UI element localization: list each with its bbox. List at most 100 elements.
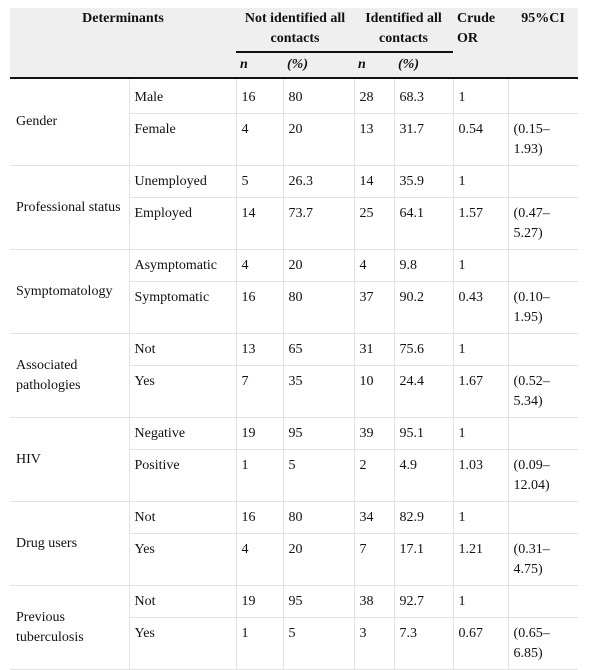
identified-n-cell: 7: [354, 533, 395, 586]
ci-cell: [508, 333, 579, 366]
not-identified-pct-cell: 5: [283, 617, 355, 670]
not-identified-pct-cell: 80: [283, 501, 355, 534]
crude-or-cell: 0.54: [453, 113, 509, 166]
identified-n-cell: 25: [354, 197, 395, 250]
determinant-label: Previous tuberculosis: [10, 585, 130, 670]
identified-pct-cell: 68.3: [394, 78, 454, 114]
not-identified-n-cell: 16: [236, 281, 284, 334]
not-identified-n-cell: 5: [236, 165, 284, 198]
header-ci: 95%CI: [508, 8, 579, 79]
identified-pct-cell: 35.9: [394, 165, 454, 198]
not-identified-pct-cell: 65: [283, 333, 355, 366]
identified-n-cell: 10: [354, 365, 395, 418]
ci-cell: [508, 249, 579, 282]
identified-pct-cell: 64.1: [394, 197, 454, 250]
table-row: Female 4 20 13 31.7 0.54 (0.15–1.93): [10, 113, 579, 166]
identified-n-cell: 13: [354, 113, 395, 166]
identified-pct-cell: 9.8: [394, 249, 454, 282]
table-row: Drug users Not 16 80 34 82.9 1: [10, 501, 579, 586]
identified-pct-cell: 75.6: [394, 333, 454, 366]
header-n-not-identified: n: [236, 52, 283, 79]
level-cell: Not: [129, 501, 237, 534]
level-cell: Not: [129, 333, 237, 366]
crude-or-cell: 1.03: [453, 449, 509, 502]
not-identified-n-cell: 14: [236, 197, 284, 250]
table-row: Symptomatology Asymptomatic 4 20 4 9.8 1: [10, 249, 579, 334]
table-row: Symptomatic 16 80 37 90.2 0.43 (0.10–1.95): [10, 281, 579, 334]
identified-pct-cell: 95.1: [394, 417, 454, 450]
results-table: Determinants Not identified all contacts…: [10, 8, 579, 670]
not-identified-pct-cell: 95: [283, 417, 355, 450]
identified-pct-cell: 24.4: [394, 365, 454, 418]
identified-pct-cell: 90.2: [394, 281, 454, 334]
not-identified-pct-cell: 20: [283, 113, 355, 166]
table-row: HIV Negative 19 95 39 95.1 1: [10, 417, 579, 502]
level-cell: Symptomatic: [129, 281, 237, 334]
ci-cell: [508, 417, 579, 450]
level-cell: Unemployed: [129, 165, 237, 198]
identified-pct-cell: 17.1: [394, 533, 454, 586]
level-cell: Male: [129, 78, 237, 114]
not-identified-n-cell: 16: [236, 501, 284, 534]
not-identified-pct-cell: 80: [283, 281, 355, 334]
level-cell: Yes: [129, 365, 237, 418]
not-identified-pct-cell: 20: [283, 249, 355, 282]
not-identified-pct-cell: 20: [283, 533, 355, 586]
crude-or-cell: 1: [453, 501, 509, 534]
identified-n-cell: 3: [354, 617, 395, 670]
determinant-label: Gender: [10, 78, 130, 166]
table-row: Gender Male 16 80 28 68.3 1: [10, 78, 579, 166]
not-identified-n-cell: 4: [236, 113, 284, 166]
crude-or-cell: 0.67: [453, 617, 509, 670]
table-row: Yes 4 20 7 17.1 1.21 (0.31–4.75): [10, 533, 579, 586]
identified-pct-cell: 31.7: [394, 113, 454, 166]
identified-pct-cell: 4.9: [394, 449, 454, 502]
header-pct-identified: (%): [394, 52, 454, 79]
not-identified-pct-cell: 95: [283, 585, 355, 618]
not-identified-n-cell: 1: [236, 617, 284, 670]
determinant-label: Associated pathologies: [10, 333, 130, 418]
determinant-label: HIV: [10, 417, 130, 502]
identified-pct-cell: 82.9: [394, 501, 454, 534]
table-header: Determinants Not identified all contacts…: [10, 8, 579, 79]
crude-or-cell: 1.67: [453, 365, 509, 418]
level-cell: Yes: [129, 533, 237, 586]
identified-n-cell: 4: [354, 249, 395, 282]
header-n-identified: n: [354, 52, 395, 79]
ci-cell: (0.47–5.27): [508, 197, 579, 250]
ci-cell: (0.15–1.93): [508, 113, 579, 166]
identified-n-cell: 38: [354, 585, 395, 618]
crude-or-cell: 1: [453, 78, 509, 114]
level-cell: Yes: [129, 617, 237, 670]
ci-cell: [508, 78, 579, 114]
crude-or-cell: 1: [453, 249, 509, 282]
header-identified: Identified all contacts: [354, 8, 454, 53]
ci-cell: [508, 585, 579, 618]
table-row: Positive 1 5 2 4.9 1.03 (0.09–12.04): [10, 449, 579, 502]
ci-cell: (0.65–6.85): [508, 617, 579, 670]
identified-n-cell: 14: [354, 165, 395, 198]
header-not-identified: Not identified all contacts: [236, 8, 355, 53]
determinant-label: Professional status: [10, 165, 130, 250]
not-identified-n-cell: 13: [236, 333, 284, 366]
ci-cell: (0.52–5.34): [508, 365, 579, 418]
crude-or-cell: 1: [453, 417, 509, 450]
ci-cell: (0.10–1.95): [508, 281, 579, 334]
not-identified-pct-cell: 73.7: [283, 197, 355, 250]
level-cell: Employed: [129, 197, 237, 250]
crude-or-cell: 0.43: [453, 281, 509, 334]
not-identified-n-cell: 1: [236, 449, 284, 502]
not-identified-n-cell: 16: [236, 78, 284, 114]
header-crude-or: Crude OR: [453, 8, 509, 79]
not-identified-n-cell: 4: [236, 249, 284, 282]
crude-or-cell: 1: [453, 165, 509, 198]
determinant-label: Symptomatology: [10, 249, 130, 334]
level-cell: Asymptomatic: [129, 249, 237, 282]
table-row: Yes 7 35 10 24.4 1.67 (0.52–5.34): [10, 365, 579, 418]
level-cell: Female: [129, 113, 237, 166]
ci-cell: [508, 501, 579, 534]
not-identified-n-cell: 19: [236, 417, 284, 450]
identified-n-cell: 34: [354, 501, 395, 534]
level-cell: Negative: [129, 417, 237, 450]
